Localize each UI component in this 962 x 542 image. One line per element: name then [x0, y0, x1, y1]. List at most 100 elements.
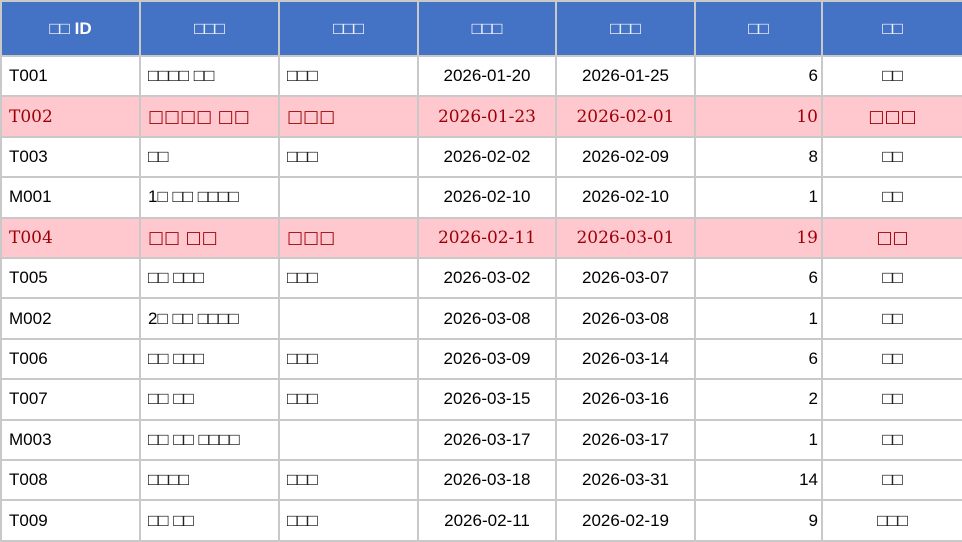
- cell-col2: □□□□ □□: [139, 95, 280, 138]
- cell-end: 2026-02-19: [555, 499, 696, 542]
- cell-count: 6: [694, 54, 823, 98]
- table-row: T008 □□□□ □□□ 2026-03-18 2026-03-31 14 □…: [0, 459, 962, 502]
- cell-status: □□: [821, 135, 962, 179]
- cell-start: 2026-02-11: [417, 499, 557, 542]
- cell-count: 6: [694, 257, 823, 300]
- cell-status: □□□: [821, 499, 962, 542]
- cell-id: T007: [0, 378, 141, 421]
- cell-col3: [278, 418, 419, 462]
- table-row: T009 □□ □□ □□□ 2026-02-11 2026-02-19 9 □…: [0, 499, 962, 542]
- cell-end: 2026-02-09: [555, 135, 696, 179]
- cell-id: T002: [0, 95, 141, 138]
- cell-col3: □□□: [278, 337, 419, 381]
- table-row: T006 □□ □□□ □□□ 2026-03-09 2026-03-14 6 …: [0, 337, 962, 381]
- cell-col2: □□ □□: [139, 216, 280, 260]
- cell-end: 2026-03-17: [555, 418, 696, 462]
- table-row: T003 □□ □□□ 2026-02-02 2026-02-09 8 □□: [0, 135, 962, 179]
- cell-start: 2026-02-10: [417, 176, 557, 219]
- cell-count: 1: [694, 297, 823, 340]
- cell-id: T001: [0, 54, 141, 98]
- cell-count: 19: [694, 216, 823, 260]
- cell-id: M002: [0, 297, 141, 340]
- table-row: T004 □□ □□ □□□ 2026-02-11 2026-03-01 19 …: [0, 216, 962, 260]
- cell-id: T003: [0, 135, 141, 179]
- cell-start: 2026-03-18: [417, 459, 557, 502]
- cell-end: 2026-03-08: [555, 297, 696, 340]
- cell-start: 2026-03-15: [417, 378, 557, 421]
- cell-col3: □□□: [278, 257, 419, 300]
- table-row: M002 2□ □□ □□□□ 2026-03-08 2026-03-08 1 …: [0, 297, 962, 340]
- cell-count: 6: [694, 337, 823, 381]
- cell-id: T004: [0, 216, 141, 260]
- header-col3: □□□: [278, 0, 419, 57]
- cell-col2: 1□ □□ □□□□: [139, 176, 280, 219]
- cell-count: 8: [694, 135, 823, 179]
- cell-id: T005: [0, 257, 141, 300]
- header-status: □□: [821, 0, 962, 57]
- cell-status: □□: [821, 378, 962, 421]
- table-header-row: □□ ID □□□ □□□ □□□ □□□ □□ □□: [0, 0, 962, 57]
- cell-id: M001: [0, 176, 141, 219]
- cell-end: 2026-01-25: [555, 54, 696, 98]
- header-id: □□ ID: [0, 0, 141, 57]
- cell-col3: [278, 297, 419, 340]
- cell-count: 2: [694, 378, 823, 421]
- cell-status: □□: [821, 257, 962, 300]
- header-count: □□: [694, 0, 823, 57]
- cell-col3: □□□: [278, 459, 419, 502]
- cell-col2: □□ □□□: [139, 337, 280, 381]
- table-row: T002 □□□□ □□ □□□ 2026-01-23 2026-02-01 1…: [0, 95, 962, 138]
- cell-end: 2026-03-16: [555, 378, 696, 421]
- cell-col3: □□□: [278, 216, 419, 260]
- cell-start: 2026-01-20: [417, 54, 557, 98]
- cell-count: 10: [694, 95, 823, 138]
- cell-col3: [278, 176, 419, 219]
- header-end-date: □□□: [555, 0, 696, 57]
- cell-end: 2026-02-10: [555, 176, 696, 219]
- cell-status: □□: [821, 54, 962, 98]
- cell-status: □□: [821, 216, 962, 260]
- cell-id: T006: [0, 337, 141, 381]
- cell-status: □□: [821, 297, 962, 340]
- cell-end: 2026-03-31: [555, 459, 696, 502]
- cell-end: 2026-03-01: [555, 216, 696, 260]
- cell-start: 2026-03-09: [417, 337, 557, 381]
- cell-count: 1: [694, 418, 823, 462]
- cell-start: 2026-01-23: [417, 95, 557, 138]
- cell-col3: □□□: [278, 499, 419, 542]
- cell-col2: 2□ □□ □□□□: [139, 297, 280, 340]
- cell-status: □□: [821, 418, 962, 462]
- cell-col2: □□□□ □□: [139, 54, 280, 98]
- header-start-date: □□□: [417, 0, 557, 57]
- cell-id: T008: [0, 459, 141, 502]
- table-row: M003 □□ □□ □□□□ 2026-03-17 2026-03-17 1 …: [0, 418, 962, 462]
- cell-col2: □□□□: [139, 459, 280, 502]
- cell-count: 1: [694, 176, 823, 219]
- cell-col2: □□ □□ □□□□: [139, 418, 280, 462]
- table-row: T005 □□ □□□ □□□ 2026-03-02 2026-03-07 6 …: [0, 257, 962, 300]
- cell-end: 2026-02-01: [555, 95, 696, 138]
- cell-id: M003: [0, 418, 141, 462]
- cell-start: 2026-03-02: [417, 257, 557, 300]
- cell-col2: □□ □□: [139, 499, 280, 542]
- table-row: T007 □□ □□ □□□ 2026-03-15 2026-03-16 2 □…: [0, 378, 962, 421]
- cell-end: 2026-03-07: [555, 257, 696, 300]
- cell-end: 2026-03-14: [555, 337, 696, 381]
- cell-status: □□□: [821, 95, 962, 138]
- cell-count: 9: [694, 499, 823, 542]
- cell-start: 2026-02-02: [417, 135, 557, 179]
- table-row: M001 1□ □□ □□□□ 2026-02-10 2026-02-10 1 …: [0, 176, 962, 219]
- cell-col3: □□□: [278, 54, 419, 98]
- cell-status: □□: [821, 459, 962, 502]
- cell-col2: □□ □□□: [139, 257, 280, 300]
- cell-col3: □□□: [278, 135, 419, 179]
- cell-count: 14: [694, 459, 823, 502]
- header-col2: □□□: [139, 0, 280, 57]
- cell-id: T009: [0, 499, 141, 542]
- cell-col2: □□: [139, 135, 280, 179]
- table-row: T001 □□□□ □□ □□□ 2026-01-20 2026-01-25 6…: [0, 54, 962, 98]
- cell-col3: □□□: [278, 378, 419, 421]
- cell-status: □□: [821, 337, 962, 381]
- cell-col3: □□□: [278, 95, 419, 138]
